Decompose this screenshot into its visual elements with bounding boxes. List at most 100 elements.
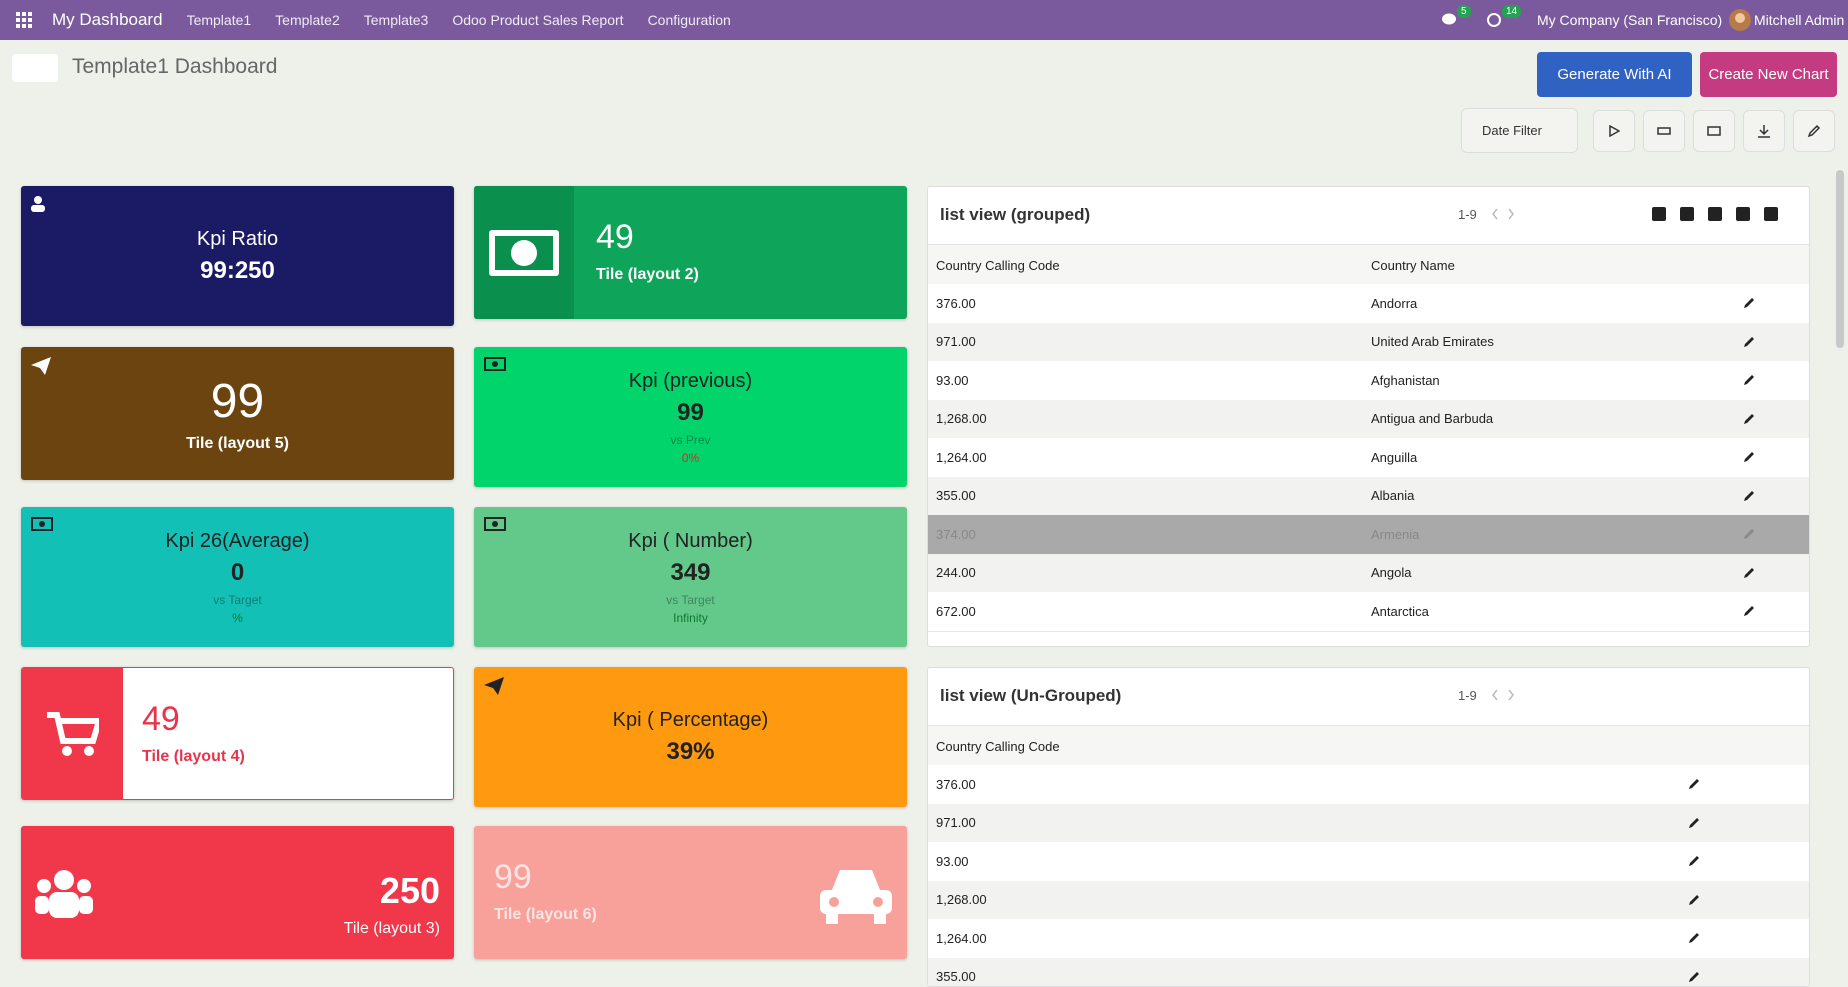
menu-item[interactable]: Configuration <box>648 12 731 28</box>
menu-item[interactable]: Template2 <box>275 12 340 28</box>
tile-subtitle: Tile (layout 6) <box>494 906 597 924</box>
list-cell: Albania <box>1371 477 1414 516</box>
date-filter[interactable]: Date Filter <box>1461 108 1578 153</box>
activities-badge: 14 <box>1502 5 1521 18</box>
plane-icon <box>31 357 51 375</box>
kpi-title: Kpi (previous) <box>629 370 752 393</box>
list-cell: 1,264.00 <box>936 438 987 477</box>
edit-icon[interactable] <box>1743 284 1755 323</box>
edit-icon[interactable] <box>1688 919 1700 958</box>
tile-layout-5[interactable]: 99 Tile (layout 5) <box>21 347 454 480</box>
toolbar-button[interactable] <box>1708 207 1722 221</box>
activities-icon[interactable] <box>1486 12 1502 28</box>
filter-toggle[interactable] <box>12 54 58 82</box>
list-cell: 93.00 <box>936 361 969 400</box>
list-cell: 672.00 <box>936 592 976 631</box>
kpi-comparison: vs Prev <box>670 433 710 447</box>
menu-item[interactable]: Odoo Product Sales Report <box>452 12 623 28</box>
tile-layout-6[interactable]: 99 Tile (layout 6) <box>474 826 907 959</box>
list-row[interactable]: 1,268.00 <box>928 881 1809 921</box>
kpi-tile[interactable]: Kpi (previous) 99 vs Prev 0% <box>474 347 907 487</box>
kpi-tile[interactable]: Kpi ( Number) 349 vs Target Infinity <box>474 507 907 647</box>
column-header[interactable]: Country Calling Code <box>936 726 1060 766</box>
messages-icon[interactable] <box>1441 12 1459 28</box>
list-cell: 244.00 <box>936 554 976 593</box>
edit-icon[interactable] <box>1688 804 1700 843</box>
list-row[interactable]: 1,264.00 <box>928 919 1809 959</box>
tile-layout-4[interactable]: 49 Tile (layout 4) <box>21 667 454 800</box>
list-cell: 971.00 <box>936 323 976 362</box>
email-button[interactable] <box>1693 110 1735 152</box>
kpi-comparison: vs Target <box>213 593 261 607</box>
list-row[interactable]: 93.00 <box>928 842 1809 882</box>
tile-layout-3[interactable]: 250 Tile (layout 3) <box>21 826 454 959</box>
kpi-tile[interactable]: Kpi ( Percentage) 39% <box>474 667 907 807</box>
create-button[interactable]: Create New Chart <box>1700 52 1837 97</box>
kpi-value: 39% <box>666 738 714 766</box>
kpi-title: Kpi 26(Average) <box>165 530 309 553</box>
list-row[interactable]: 376.00 <box>928 765 1809 805</box>
tile-value: 49 <box>596 218 634 257</box>
tile-value: 99 <box>494 858 532 897</box>
edit-button[interactable] <box>1793 110 1835 152</box>
toolbar-button[interactable] <box>1736 207 1750 221</box>
print-button[interactable] <box>1643 110 1685 152</box>
toolbar-button[interactable] <box>1680 207 1694 221</box>
toolbar-button[interactable] <box>1652 207 1666 221</box>
edit-icon[interactable] <box>1688 842 1700 881</box>
kpi-tile[interactable]: Kpi 26(Average) 0 vs Target % <box>21 507 454 647</box>
list-cell: 1,268.00 <box>936 400 987 439</box>
list-cell: Antarctica <box>1371 592 1429 631</box>
list-cell: Andorra <box>1371 284 1417 323</box>
edit-icon[interactable] <box>1743 323 1755 362</box>
list-row[interactable]: 355.00 <box>928 958 1809 987</box>
list-row[interactable]: 971.00 <box>928 804 1809 844</box>
generate-button[interactable]: Generate With AI <box>1537 52 1692 97</box>
edit-icon[interactable] <box>1743 361 1755 400</box>
scrollbar[interactable] <box>1836 170 1844 348</box>
list-cell: United Arab Emirates <box>1371 323 1494 362</box>
company[interactable]: My Company (San Francisco) <box>1537 12 1722 28</box>
menu-item[interactable]: Template3 <box>364 12 429 28</box>
pager-arrows[interactable] <box>1491 688 1515 707</box>
edit-icon[interactable] <box>1688 881 1700 920</box>
list-row[interactable]: 672.00 Antarctica <box>928 592 1809 632</box>
edit-icon[interactable] <box>1688 958 1700 987</box>
list-cell: 355.00 <box>936 958 976 987</box>
list-title: list view (Un-Grouped) <box>940 686 1121 706</box>
page-title: Template1 Dashboard <box>72 55 277 79</box>
tile-value: 250 <box>380 870 440 912</box>
edit-icon[interactable] <box>1743 554 1755 593</box>
menu-item[interactable]: Template1 <box>187 12 252 28</box>
user[interactable]: Mitchell Admin <box>1754 12 1844 28</box>
edit-icon[interactable] <box>1688 765 1700 804</box>
edit-icon[interactable] <box>1743 477 1755 516</box>
list-cell: Angola <box>1371 554 1411 593</box>
download-button[interactable] <box>1743 110 1785 152</box>
pager-arrows[interactable] <box>1491 207 1515 226</box>
play-button[interactable] <box>1593 110 1635 152</box>
kpi-tile[interactable]: Kpi Ratio 99:250 <box>21 186 454 326</box>
tile-layout-2[interactable]: 49 Tile (layout 2) <box>474 186 907 319</box>
avatar[interactable] <box>1729 9 1751 31</box>
list-row[interactable]: 971.00 United Arab Emirates <box>928 323 1809 363</box>
column-header[interactable]: Country Calling Code <box>936 245 1060 285</box>
toolbar <box>1652 207 1802 223</box>
list-row[interactable]: 244.00 Angola <box>928 554 1809 594</box>
list-panel: list view (grouped) 1-9 Country Calling … <box>927 186 1810 647</box>
column-header[interactable]: Country Name <box>1371 245 1455 285</box>
edit-icon[interactable] <box>1743 400 1755 439</box>
apps-icon[interactable] <box>16 12 32 28</box>
edit-icon[interactable] <box>1743 515 1755 554</box>
toolbar-button[interactable] <box>1764 207 1778 221</box>
edit-icon[interactable] <box>1743 592 1755 631</box>
brand[interactable]: My Dashboard <box>52 10 163 30</box>
list-cell: 376.00 <box>936 765 976 804</box>
edit-icon[interactable] <box>1743 438 1755 477</box>
